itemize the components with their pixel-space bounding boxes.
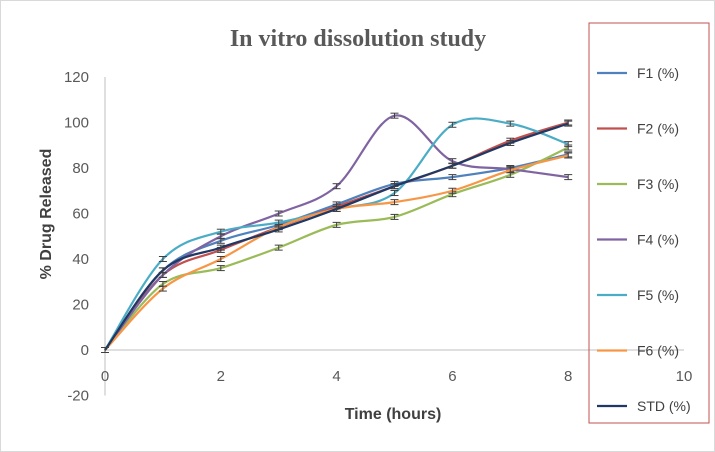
error-bar [216, 244, 225, 251]
error-bar [506, 167, 515, 174]
y-tick-label: -20 [67, 388, 89, 405]
legend-item: F1 (%) [597, 65, 679, 81]
error-bar [448, 174, 457, 181]
error-bar [506, 120, 515, 127]
legend-box [588, 22, 710, 424]
legend-label: F3 (%) [637, 176, 679, 192]
error-bar [274, 244, 283, 251]
legend-item: F2 (%) [597, 121, 679, 137]
error-bar [216, 228, 225, 235]
error-bar [390, 190, 399, 197]
error-bar [390, 199, 399, 206]
y-tick-label: 80 [72, 160, 89, 177]
series-line [104, 117, 569, 351]
legend-label: F5 (%) [637, 287, 679, 303]
legend-item: F6 (%) [597, 343, 679, 359]
series-f3 [101, 144, 573, 353]
error-bar [390, 112, 399, 119]
y-tick-label: 40 [72, 251, 89, 268]
x-tick-label: 2 [217, 368, 225, 385]
error-bar [216, 265, 225, 272]
error-bar [564, 174, 573, 181]
series-f2 [101, 119, 573, 353]
series-f6 [101, 152, 573, 353]
legend-label: F4 (%) [637, 232, 679, 248]
legend-item: F5 (%) [597, 287, 679, 303]
error-bar [564, 141, 573, 148]
series-f5 [101, 117, 573, 353]
error-bar [274, 210, 283, 217]
legend-item: F3 (%) [597, 176, 679, 192]
y-tick-label: 120 [64, 69, 89, 86]
legend-label: F1 (%) [637, 65, 679, 81]
legend-item: STD (%) [597, 398, 691, 414]
legend-label: STD (%) [637, 398, 691, 414]
chart-title: In vitro dissolution study [230, 26, 486, 52]
legend-label: F2 (%) [637, 121, 679, 137]
x-tick-label: 6 [448, 368, 456, 385]
error-bar [216, 256, 225, 262]
x-tick-label: 8 [564, 368, 572, 385]
error-bar [332, 221, 341, 228]
legend: F1 (%) F2 (%) F3 (%) F4 (%) F5 (%) F6 (%) STD … [597, 65, 691, 414]
error-bar [158, 267, 167, 274]
error-bar [390, 183, 399, 190]
error-bar [448, 121, 457, 128]
error-bar [332, 183, 341, 190]
legend-item: F4 (%) [597, 232, 679, 248]
error-bar [390, 213, 399, 220]
series-line [104, 114, 569, 351]
error-bar [564, 152, 573, 159]
x-tick-label: 4 [332, 368, 340, 385]
series-f4 [101, 112, 573, 353]
series-std [101, 120, 573, 353]
error-bar [158, 285, 167, 292]
error-bar [332, 205, 341, 212]
series-line [104, 122, 569, 351]
x-tick-label: 0 [101, 368, 109, 385]
series-line [104, 121, 569, 351]
x-axis-label: Time (hours) [345, 406, 442, 423]
error-bar [506, 139, 515, 146]
error-bar [274, 226, 283, 233]
error-bar [101, 347, 109, 353]
error-bar [564, 120, 573, 127]
legend-label: F6 (%) [637, 343, 679, 359]
y-tick-label: 20 [72, 297, 89, 314]
y-tick-label: 0 [81, 342, 89, 359]
error-bar [448, 187, 457, 194]
y-tick-label: 60 [72, 206, 89, 223]
error-bar [158, 256, 167, 262]
x-tick-label: 10 [676, 368, 693, 385]
error-bar [448, 162, 457, 169]
y-tick-label: 100 [64, 115, 89, 132]
y-axis-label: % Drug Released [38, 149, 55, 280]
